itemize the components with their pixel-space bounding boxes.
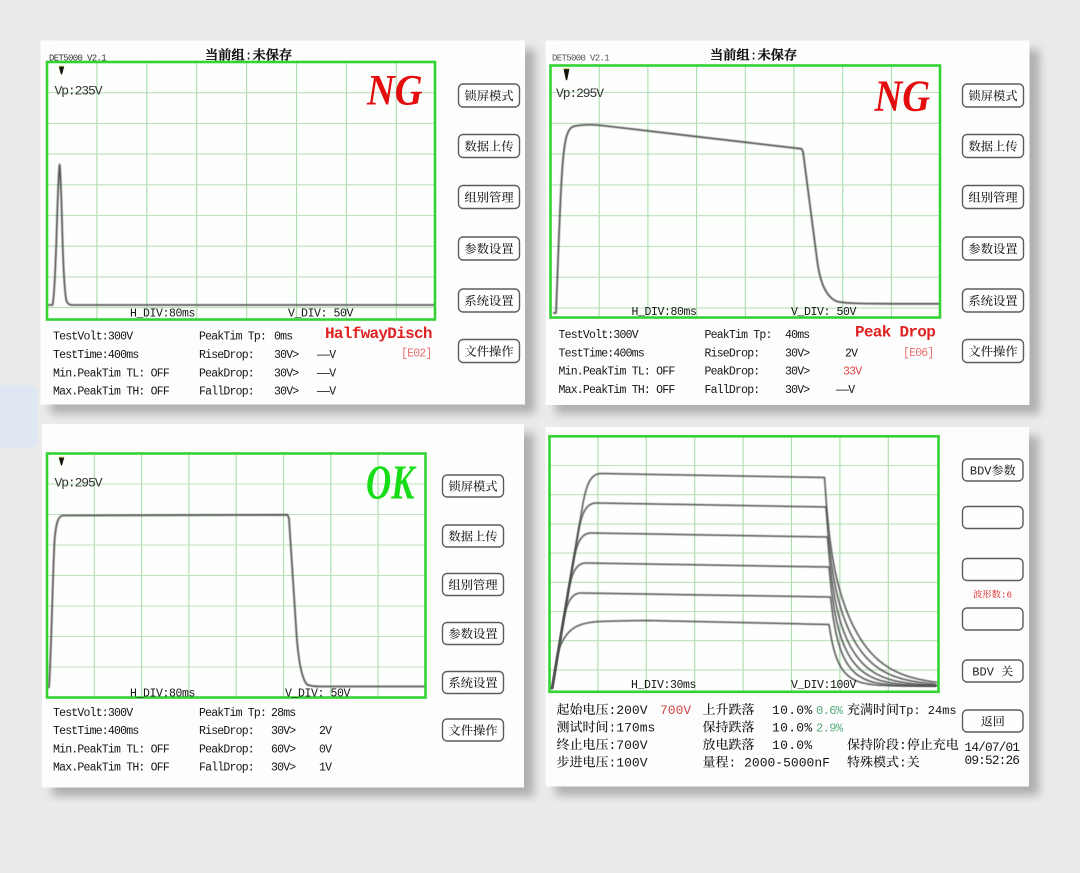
svg-text:TestTime:400ms: TestTime:400ms (559, 347, 644, 360)
svg-text::: : (245, 49, 253, 64)
svg-text:V_DIV: 50V: V_DIV: 50V (288, 308, 354, 321)
svg-text:09:52:26: 09:52:26 (965, 753, 1020, 768)
svg-text:2.9%: 2.9% (816, 722, 844, 736)
svg-text:[E02]: [E02] (401, 348, 432, 361)
svg-text:RiseDrop:: RiseDrop: (199, 725, 254, 738)
svg-text:TestVolt:300V: TestVolt:300V (53, 331, 133, 344)
svg-text:10.0%: 10.0% (772, 721, 813, 736)
svg-text:Vp:295V: Vp:295V (556, 86, 604, 101)
svg-text:30V>: 30V> (785, 384, 810, 397)
svg-text:Max.PeakTim TH: OFF: Max.PeakTim TH: OFF (53, 762, 170, 775)
svg-text:2V: 2V (845, 347, 858, 360)
svg-text:Tp: 24ms: Tp: 24ms (899, 704, 957, 718)
svg-text:TestVolt:300V: TestVolt:300V (559, 329, 639, 342)
svg-text:NG: NG (366, 67, 423, 114)
svg-text:60V>: 60V> (271, 743, 296, 756)
svg-text:FallDrop:: FallDrop: (199, 762, 254, 775)
svg-text:RiseDrop:: RiseDrop: (705, 347, 760, 360)
svg-text:0V: 0V (319, 743, 332, 756)
svg-text:BDV: BDV (970, 465, 992, 479)
svg-text::700V: :700V (609, 738, 648, 753)
svg-text:DET5000 V2.1: DET5000 V2.1 (552, 54, 609, 64)
svg-text:V_DIV:100V: V_DIV:100V (791, 679, 857, 692)
svg-text::: : (899, 738, 907, 753)
svg-text:40ms: 40ms (785, 329, 809, 342)
svg-text:H_DIV:30ms: H_DIV:30ms (631, 679, 696, 692)
svg-text:Min.PeakTim TL: OFF: Min.PeakTim TL: OFF (53, 743, 170, 756)
svg-text:H_DIV:80ms: H_DIV:80ms (130, 688, 195, 701)
svg-text:H_DIV:80ms: H_DIV:80ms (632, 306, 697, 319)
svg-text:V_DIV: 50V: V_DIV: 50V (285, 688, 351, 701)
svg-text:Min.PeakTim TL: OFF: Min.PeakTim TL: OFF (559, 366, 676, 379)
svg-text:: 2000-5000nF: : 2000-5000nF (729, 756, 830, 771)
svg-text::100V: :100V (609, 756, 648, 771)
svg-text:PeakTim Tp:: PeakTim Tp: (199, 331, 266, 344)
svg-text:Peak Drop: Peak Drop (855, 324, 935, 342)
svg-text:Vp:235V: Vp:235V (55, 84, 103, 99)
svg-text:PeakTim Tp:: PeakTim Tp: (705, 329, 772, 342)
svg-text:[E06]: [E06] (903, 347, 934, 360)
svg-text:TestVolt:300V: TestVolt:300V (53, 707, 133, 720)
svg-text:30V>: 30V> (785, 366, 810, 379)
svg-text:PeakDrop:: PeakDrop: (199, 367, 254, 380)
svg-text:FallDrop:: FallDrop: (199, 386, 254, 399)
svg-text:Min.PeakTim TL: OFF: Min.PeakTim TL: OFF (53, 367, 170, 380)
svg-text::: : (899, 756, 907, 771)
svg-text:——V: ——V (316, 349, 336, 362)
svg-text:10.0%: 10.0% (772, 703, 813, 718)
svg-text:BDV: BDV (972, 666, 994, 680)
svg-text:——V: ——V (316, 367, 336, 380)
svg-text:TestTime:400ms: TestTime:400ms (53, 349, 138, 362)
svg-text:HalfwayDisch: HalfwayDisch (325, 325, 432, 343)
svg-text:30V>: 30V> (271, 762, 296, 775)
svg-text:V_DIV: 50V: V_DIV: 50V (791, 306, 857, 319)
svg-text:PeakTim Tp:: PeakTim Tp: (199, 707, 266, 720)
svg-text:——V: ——V (835, 384, 855, 397)
svg-text:PeakDrop:: PeakDrop: (705, 366, 760, 379)
svg-text:10.0%: 10.0% (772, 738, 813, 753)
svg-text:PeakDrop:: PeakDrop: (199, 743, 254, 756)
svg-text:33V: 33V (843, 366, 862, 379)
svg-text:——V: ——V (316, 386, 336, 399)
svg-text:28ms: 28ms (271, 707, 295, 720)
svg-text:14/07/01: 14/07/01 (965, 740, 1021, 755)
svg-text::170ms: :170ms (609, 721, 656, 736)
svg-text:2V: 2V (319, 725, 332, 738)
svg-text::200V: :200V (609, 703, 648, 718)
svg-text:0ms: 0ms (274, 331, 292, 344)
svg-text:30V>: 30V> (274, 386, 299, 399)
svg-text::: : (750, 49, 758, 64)
svg-text:Vp:295V: Vp:295V (55, 476, 103, 491)
svg-text:H_DIV:80ms: H_DIV:80ms (130, 308, 195, 321)
svg-text::6: :6 (1001, 590, 1012, 601)
svg-text:Max.PeakTim TH: OFF: Max.PeakTim TH: OFF (53, 386, 170, 399)
svg-text:TestTime:400ms: TestTime:400ms (53, 725, 138, 738)
svg-text:NG: NG (874, 72, 931, 121)
svg-text:OK: OK (366, 456, 417, 510)
svg-text:Max.PeakTim TH: OFF: Max.PeakTim TH: OFF (559, 384, 676, 397)
svg-text:1V: 1V (319, 762, 332, 775)
svg-text:30V>: 30V> (271, 725, 296, 738)
svg-text:30V>: 30V> (274, 349, 299, 362)
svg-text:RiseDrop:: RiseDrop: (199, 349, 254, 362)
svg-text:30V>: 30V> (274, 367, 299, 380)
svg-text:0.6%: 0.6% (816, 704, 844, 718)
svg-text:DET5000 V2.1: DET5000 V2.1 (49, 54, 106, 64)
svg-text:700V: 700V (660, 703, 691, 718)
svg-text:30V>: 30V> (785, 347, 810, 360)
svg-text:FallDrop:: FallDrop: (705, 384, 760, 397)
